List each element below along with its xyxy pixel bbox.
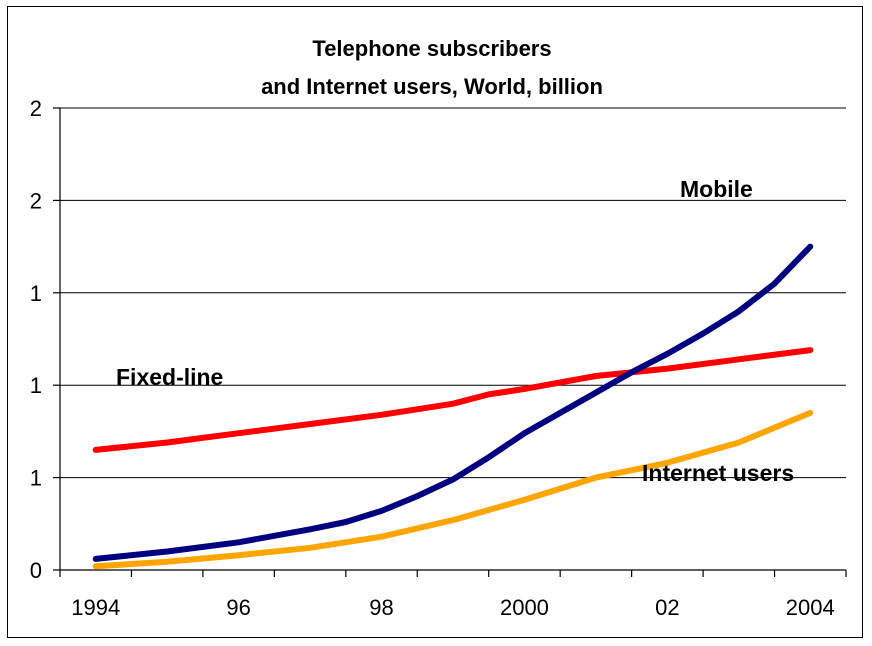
x-tick-label: 98 — [369, 595, 393, 620]
x-tick-label: 1994 — [71, 595, 120, 620]
chart-title-line-2: and Internet users, World, billion — [261, 74, 603, 99]
x-tick-label: 96 — [226, 595, 250, 620]
x-tick-label: 2004 — [786, 595, 835, 620]
series-line-mobile — [92, 243, 814, 562]
y-tick-label: 1 — [30, 281, 42, 306]
y-tick-label: 1 — [30, 373, 42, 398]
x-tick-label: 02 — [655, 595, 679, 620]
y-tick-label: 0 — [30, 558, 42, 583]
y-tick-label: 1 — [30, 466, 42, 491]
y-tick-label: 2 — [30, 96, 42, 121]
series-label-fixed-line: Fixed-line — [116, 364, 223, 390]
series-line-internet-users — [92, 409, 814, 570]
y-tick-label: 2 — [30, 188, 42, 213]
series-label-mobile: Mobile — [680, 176, 753, 202]
x-tick-label: 2000 — [500, 595, 549, 620]
series-label-internet-users: Internet users — [642, 460, 794, 486]
series-line-fixed-line — [92, 347, 814, 453]
chart-title-line-1: Telephone subscribers — [312, 36, 551, 61]
